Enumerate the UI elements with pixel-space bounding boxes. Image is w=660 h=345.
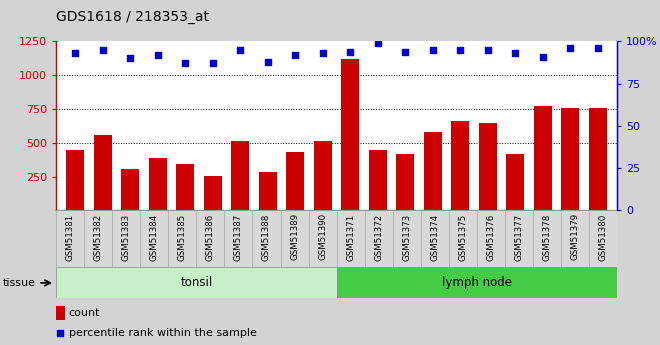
Bar: [252, 210, 280, 267]
Bar: [224, 210, 252, 267]
Bar: [397, 154, 414, 210]
Text: GSM51376: GSM51376: [486, 213, 496, 260]
Bar: [337, 210, 365, 267]
Bar: [56, 267, 337, 298]
Bar: [479, 122, 497, 210]
Bar: [204, 176, 222, 210]
Point: [482, 47, 493, 52]
Text: GSM51383: GSM51383: [121, 213, 131, 260]
Bar: [232, 141, 249, 210]
Text: GSM51387: GSM51387: [234, 213, 243, 260]
Bar: [112, 210, 140, 267]
Point: [207, 61, 218, 66]
Point: [235, 47, 246, 52]
Point: [290, 52, 300, 58]
Point: [263, 59, 273, 65]
Point: [70, 50, 81, 56]
Bar: [365, 210, 393, 267]
Text: GSM51385: GSM51385: [178, 213, 187, 260]
Point: [152, 52, 163, 58]
Point: [180, 61, 191, 66]
Bar: [67, 150, 84, 210]
Point: [317, 50, 328, 56]
Text: GSM51378: GSM51378: [543, 213, 552, 260]
Bar: [259, 172, 277, 210]
Bar: [534, 106, 552, 210]
Bar: [424, 132, 442, 210]
Bar: [84, 210, 112, 267]
Bar: [369, 150, 387, 210]
Text: GSM51377: GSM51377: [514, 213, 523, 260]
Bar: [393, 210, 421, 267]
Bar: [477, 210, 505, 267]
Point: [455, 47, 465, 52]
Bar: [140, 210, 168, 267]
Point: [510, 50, 521, 56]
Text: GSM51381: GSM51381: [65, 213, 75, 260]
Text: GSM51382: GSM51382: [94, 213, 103, 260]
Bar: [56, 306, 65, 320]
Text: GSM51371: GSM51371: [346, 213, 355, 260]
Text: count: count: [69, 308, 100, 318]
Text: lymph node: lymph node: [442, 276, 512, 289]
Text: GSM51373: GSM51373: [402, 213, 411, 260]
Bar: [505, 210, 533, 267]
Bar: [197, 210, 224, 267]
Bar: [168, 210, 197, 267]
Bar: [149, 158, 167, 210]
Text: tissue: tissue: [3, 278, 36, 288]
Bar: [421, 210, 449, 267]
Text: GSM51388: GSM51388: [262, 213, 271, 260]
Bar: [309, 210, 337, 267]
Point: [537, 54, 548, 59]
Point: [98, 47, 108, 52]
Bar: [56, 210, 84, 267]
Bar: [337, 267, 617, 298]
Text: GSM51384: GSM51384: [150, 213, 159, 260]
Bar: [280, 210, 309, 267]
Bar: [561, 210, 589, 267]
Bar: [286, 152, 304, 210]
Text: GSM51375: GSM51375: [458, 213, 467, 260]
Text: GSM51380: GSM51380: [599, 213, 608, 260]
Bar: [449, 210, 477, 267]
Text: GSM51386: GSM51386: [206, 213, 215, 260]
Bar: [562, 108, 579, 210]
Text: GSM51374: GSM51374: [430, 213, 440, 260]
Text: GDS1618 / 218353_at: GDS1618 / 218353_at: [56, 10, 209, 24]
Point: [345, 49, 356, 54]
Text: GSM51379: GSM51379: [570, 213, 579, 260]
Bar: [121, 169, 139, 210]
Text: tonsil: tonsil: [180, 276, 213, 289]
Point: [593, 46, 603, 51]
Point: [400, 49, 411, 54]
Point: [428, 47, 438, 52]
Bar: [176, 165, 194, 210]
Point: [372, 40, 383, 46]
Point: [125, 56, 136, 61]
Point: [565, 46, 576, 51]
Bar: [533, 210, 561, 267]
Bar: [506, 154, 524, 210]
Bar: [314, 141, 332, 210]
Bar: [341, 59, 359, 210]
Text: GSM51372: GSM51372: [374, 213, 383, 260]
Text: GSM51389: GSM51389: [290, 213, 299, 260]
Text: GSM51390: GSM51390: [318, 213, 327, 260]
Text: percentile rank within the sample: percentile rank within the sample: [69, 328, 257, 338]
Point: [55, 330, 66, 336]
Bar: [589, 210, 617, 267]
Bar: [451, 121, 469, 210]
Bar: [589, 108, 607, 210]
Bar: [94, 135, 112, 210]
